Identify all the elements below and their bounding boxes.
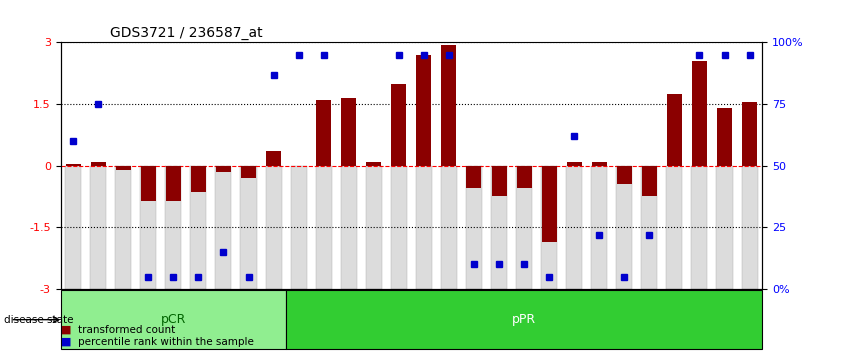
FancyBboxPatch shape <box>291 166 307 289</box>
FancyBboxPatch shape <box>741 166 758 289</box>
FancyBboxPatch shape <box>216 166 231 289</box>
FancyBboxPatch shape <box>617 166 632 289</box>
FancyBboxPatch shape <box>140 166 157 289</box>
Text: ■: ■ <box>61 325 71 335</box>
Bar <box>366 161 381 166</box>
Text: GDS3721 / 236587_at: GDS3721 / 236587_at <box>110 26 262 40</box>
FancyBboxPatch shape <box>90 166 107 289</box>
FancyBboxPatch shape <box>391 166 407 289</box>
Bar <box>166 166 181 201</box>
FancyBboxPatch shape <box>286 290 762 349</box>
Bar <box>341 98 356 166</box>
FancyBboxPatch shape <box>315 166 332 289</box>
Bar <box>391 84 406 166</box>
FancyBboxPatch shape <box>61 290 286 349</box>
Text: pPR: pPR <box>512 313 536 326</box>
Bar <box>66 164 81 166</box>
FancyBboxPatch shape <box>441 166 457 289</box>
Bar <box>742 102 757 166</box>
FancyBboxPatch shape <box>516 166 532 289</box>
Bar <box>141 166 156 201</box>
Bar <box>667 94 682 166</box>
Text: disease state: disease state <box>4 315 74 325</box>
FancyBboxPatch shape <box>566 166 582 289</box>
FancyBboxPatch shape <box>541 166 557 289</box>
Bar <box>566 161 582 166</box>
FancyBboxPatch shape <box>691 166 708 289</box>
Bar <box>717 108 732 166</box>
Text: transformed count: transformed count <box>78 325 175 335</box>
Bar <box>216 166 231 172</box>
FancyBboxPatch shape <box>340 166 357 289</box>
FancyBboxPatch shape <box>716 166 733 289</box>
FancyBboxPatch shape <box>666 166 682 289</box>
Bar <box>241 166 256 178</box>
FancyBboxPatch shape <box>241 166 256 289</box>
Bar <box>591 161 607 166</box>
FancyBboxPatch shape <box>191 166 206 289</box>
Bar <box>316 100 331 166</box>
Bar <box>467 166 481 188</box>
Bar <box>642 166 657 196</box>
Bar <box>492 166 507 196</box>
FancyBboxPatch shape <box>642 166 657 289</box>
Text: pCR: pCR <box>161 313 186 326</box>
Bar <box>91 161 106 166</box>
Bar <box>617 166 632 184</box>
Bar <box>266 151 281 166</box>
FancyBboxPatch shape <box>466 166 482 289</box>
Bar <box>442 45 456 166</box>
FancyBboxPatch shape <box>165 166 181 289</box>
FancyBboxPatch shape <box>365 166 382 289</box>
FancyBboxPatch shape <box>115 166 132 289</box>
Bar <box>516 166 532 188</box>
FancyBboxPatch shape <box>591 166 607 289</box>
FancyBboxPatch shape <box>65 166 81 289</box>
FancyBboxPatch shape <box>491 166 507 289</box>
FancyBboxPatch shape <box>266 166 281 289</box>
Bar <box>541 166 557 242</box>
Bar <box>417 55 431 166</box>
Bar <box>692 61 707 166</box>
Text: percentile rank within the sample: percentile rank within the sample <box>78 337 254 347</box>
Bar <box>191 166 206 192</box>
FancyBboxPatch shape <box>416 166 432 289</box>
Text: ■: ■ <box>61 337 71 347</box>
Bar <box>116 166 131 170</box>
